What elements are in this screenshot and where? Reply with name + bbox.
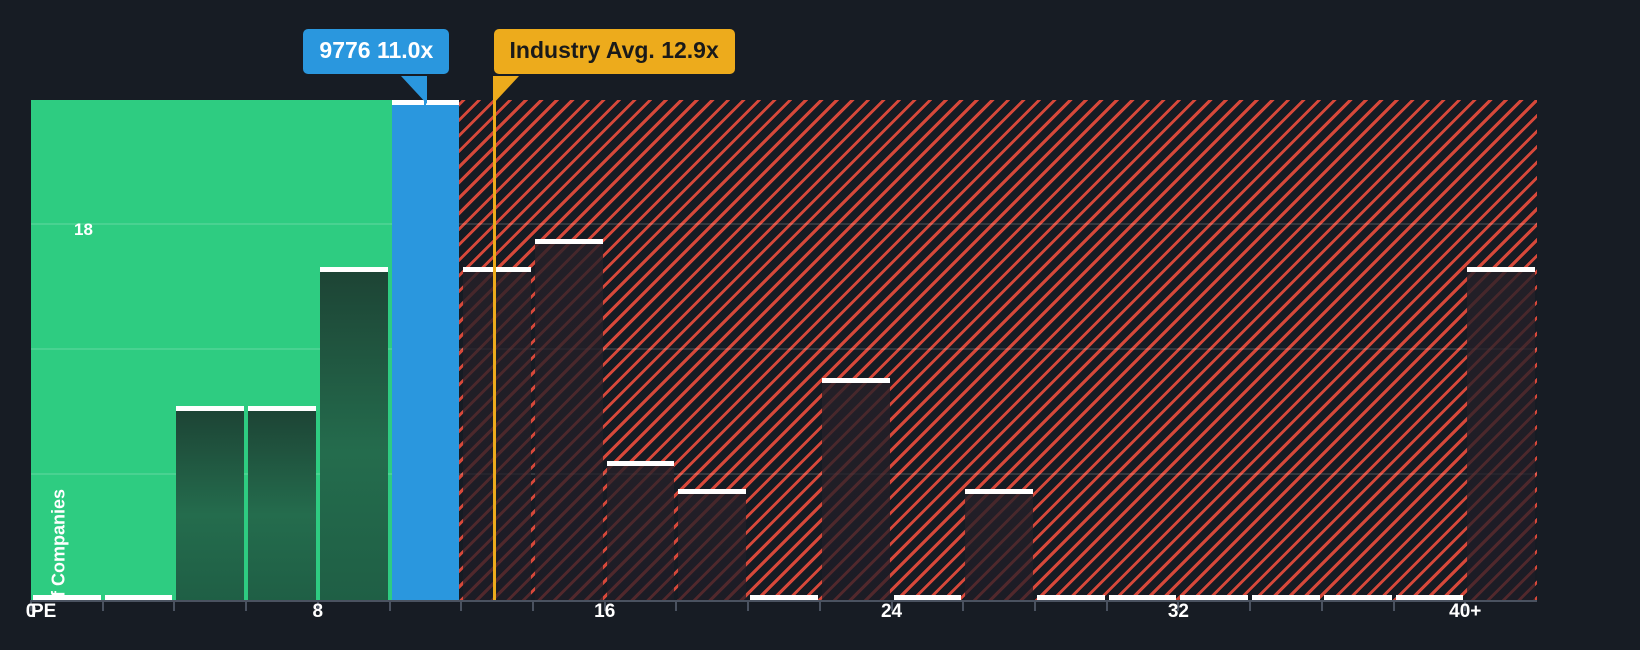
x-tick-9 (675, 600, 678, 611)
zone-overvalued (425, 100, 1537, 600)
x-tick-5 (388, 600, 391, 611)
bar-cap (535, 238, 603, 244)
bar-12-14[interactable] (463, 266, 531, 600)
bar-cap (248, 405, 316, 411)
company-marker-stem (424, 95, 427, 120)
x-tick-4 (316, 600, 319, 611)
bar-fill (678, 493, 747, 600)
x-tick-13 (962, 600, 965, 611)
company-callout-tail (401, 76, 428, 104)
x-tick-12 (890, 600, 893, 611)
bar-cap (1323, 595, 1392, 600)
bar-cap (463, 266, 531, 272)
x-tick-16 (1177, 600, 1180, 611)
bar-cap (750, 595, 818, 600)
x-tick-label-40plus: 40+ (1449, 601, 1482, 622)
bar-24-26[interactable] (893, 595, 962, 600)
bar-fill (535, 243, 603, 600)
bar-cap (1180, 595, 1249, 600)
bar-fill (965, 493, 1033, 600)
bar-16-18[interactable] (606, 461, 675, 600)
x-axis-title: PE (31, 601, 57, 622)
bar-fill (463, 271, 531, 600)
bar-fill (176, 410, 245, 600)
bar-cap (678, 488, 747, 494)
bar-cap (893, 595, 962, 600)
x-tick-2 (173, 600, 176, 611)
bar-0-2[interactable] (33, 595, 101, 600)
x-tick-14 (1034, 600, 1036, 611)
industry-pe-callout[interactable]: Industry Avg. 12.9x (493, 29, 735, 74)
x-tick-19 (1392, 600, 1395, 611)
bar-cap (821, 377, 890, 383)
bar-26-28[interactable] (965, 488, 1033, 600)
bar-cap (965, 488, 1033, 494)
bar-8-10[interactable] (319, 266, 388, 600)
bar-cap (1252, 595, 1320, 600)
industry-marker-line (492, 100, 496, 600)
bar-fill (391, 105, 460, 600)
bar-cap (1467, 266, 1535, 272)
bar-14-16[interactable] (535, 238, 603, 600)
bar-40+[interactable] (1467, 266, 1535, 600)
x-tick-11 (818, 600, 821, 611)
x-tick-0 (30, 600, 32, 611)
x-tick-1 (101, 600, 104, 611)
bar-38-40[interactable] (1395, 595, 1464, 600)
bar-cap (1395, 595, 1464, 600)
x-axis-line (31, 600, 1537, 602)
bar-20-22[interactable] (750, 595, 818, 600)
bar-fill (1467, 271, 1535, 600)
plot-area: 18 No. of Companies (31, 100, 1537, 600)
bar-10-12[interactable] (391, 100, 460, 600)
company-pe-callout[interactable]: 9776 11.0x (303, 29, 450, 74)
bar-22-24[interactable] (821, 377, 890, 600)
y-axis-title: No. of Companies (48, 489, 69, 600)
bar-34-36[interactable] (1252, 595, 1320, 600)
bar-cap (176, 405, 245, 411)
x-tick-17 (1249, 600, 1252, 611)
bar-cap (606, 461, 675, 467)
bar-2-4[interactable] (104, 595, 173, 600)
bar-4-6[interactable] (176, 405, 245, 600)
x-tick-18 (1320, 600, 1323, 611)
bar-36-38[interactable] (1323, 595, 1392, 600)
x-tick-20 (1464, 600, 1467, 611)
x-tick-label-16: 16 (594, 601, 616, 622)
bar-fill (319, 271, 388, 600)
x-tick-label-8: 8 (312, 601, 324, 622)
bar-18-20[interactable] (678, 488, 747, 600)
x-tick-8 (603, 600, 606, 611)
x-tick-10 (747, 600, 750, 611)
bar-cap (33, 595, 101, 600)
x-tick-label-24: 24 (880, 601, 903, 622)
bar-30-32[interactable] (1108, 595, 1177, 600)
x-tick-label-32: 32 (1167, 601, 1189, 622)
x-tick-3 (245, 600, 248, 611)
bar-cap (1108, 595, 1177, 600)
x-tick-6 (460, 600, 463, 611)
y-max-label: 18 (74, 220, 93, 239)
bar-32-34[interactable] (1180, 595, 1249, 600)
x-tick-7 (532, 600, 534, 611)
bar-fill (248, 410, 316, 600)
bar-cap (1037, 595, 1105, 600)
bar-28-30[interactable] (1037, 595, 1105, 600)
bar-fill (821, 382, 890, 600)
industry-callout-tail (492, 76, 519, 104)
bar-cap (319, 266, 388, 272)
bar-fill (606, 466, 675, 600)
x-tick-label-0: 0 (25, 601, 37, 622)
bar-6-8[interactable] (248, 405, 316, 600)
x-tick-15 (1105, 600, 1108, 611)
bar-cap (104, 595, 173, 600)
